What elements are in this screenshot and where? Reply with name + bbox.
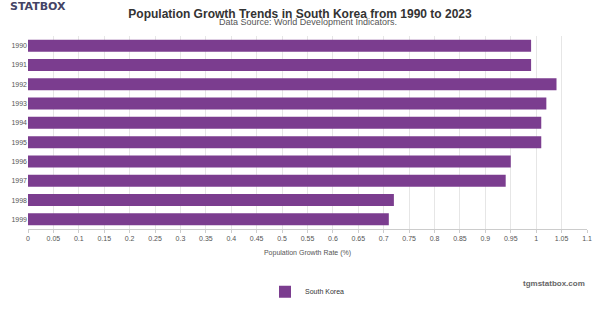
svg-text:1993: 1993 bbox=[11, 100, 27, 107]
svg-text:0.75: 0.75 bbox=[402, 235, 416, 242]
svg-text:0.6: 0.6 bbox=[328, 235, 338, 242]
svg-text:0: 0 bbox=[26, 235, 30, 242]
svg-text:1994: 1994 bbox=[11, 119, 27, 126]
svg-text:0.05: 0.05 bbox=[47, 235, 61, 242]
svg-text:0.9: 0.9 bbox=[480, 235, 490, 242]
svg-text:0.85: 0.85 bbox=[453, 235, 467, 242]
svg-text:1996: 1996 bbox=[11, 158, 27, 165]
svg-text:1992: 1992 bbox=[11, 81, 27, 88]
svg-text:1998: 1998 bbox=[11, 197, 27, 204]
svg-text:0.45: 0.45 bbox=[250, 235, 264, 242]
svg-text:1997: 1997 bbox=[11, 177, 27, 184]
svg-text:0.25: 0.25 bbox=[148, 235, 162, 242]
svg-text:0.4: 0.4 bbox=[226, 235, 236, 242]
svg-text:Population Growth Rate (%): Population Growth Rate (%) bbox=[264, 249, 351, 257]
svg-text:0.15: 0.15 bbox=[97, 235, 111, 242]
svg-text:0.7: 0.7 bbox=[379, 235, 389, 242]
svg-text:1.1: 1.1 bbox=[582, 235, 592, 242]
svg-text:tgmstatbox.com: tgmstatbox.com bbox=[523, 279, 585, 288]
svg-text:1999: 1999 bbox=[11, 216, 27, 223]
svg-text:1990: 1990 bbox=[11, 42, 27, 49]
svg-text:1995: 1995 bbox=[11, 139, 27, 146]
svg-text:Population Growth Trends in So: Population Growth Trends in South Korea … bbox=[128, 7, 472, 21]
svg-text:0.2: 0.2 bbox=[125, 235, 135, 242]
svg-text:0.5: 0.5 bbox=[277, 235, 287, 242]
svg-text:0.35: 0.35 bbox=[199, 235, 213, 242]
svg-text:South Korea: South Korea bbox=[305, 288, 344, 295]
svg-text:0.95: 0.95 bbox=[504, 235, 518, 242]
svg-text:STATBOX: STATBOX bbox=[10, 0, 66, 13]
svg-text:0.3: 0.3 bbox=[176, 235, 186, 242]
svg-text:Data Source: World Development: Data Source: World Development Indicator… bbox=[219, 17, 397, 27]
svg-text:0.8: 0.8 bbox=[430, 235, 440, 242]
svg-text:1991: 1991 bbox=[11, 61, 27, 68]
svg-text:0.65: 0.65 bbox=[352, 235, 366, 242]
svg-text:0.55: 0.55 bbox=[301, 235, 315, 242]
svg-text:0.1: 0.1 bbox=[74, 235, 84, 242]
svg-text:1.05: 1.05 bbox=[555, 235, 569, 242]
svg-text:1: 1 bbox=[534, 235, 538, 242]
